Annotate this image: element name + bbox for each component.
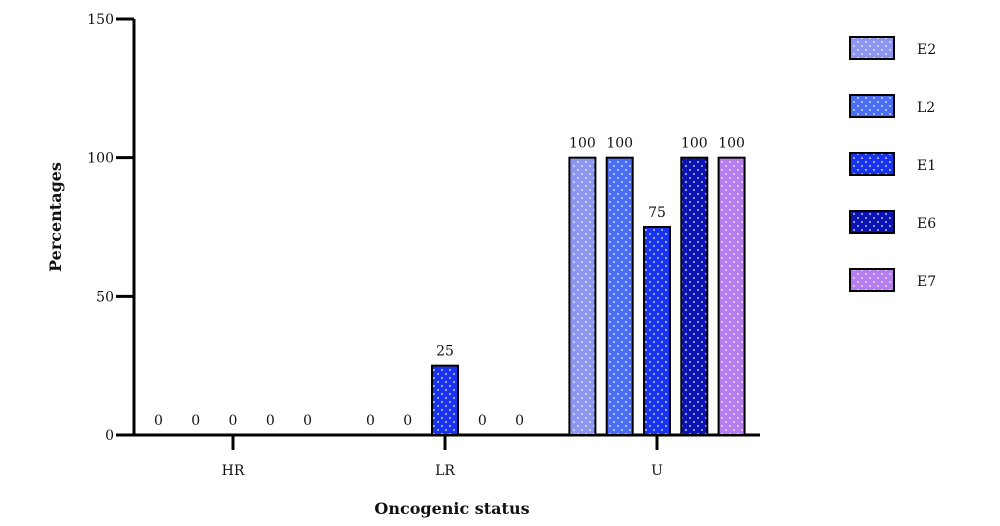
x-axis: HR LR U [134, 433, 760, 479]
legend-item-l2: L2 [849, 94, 935, 118]
y-tick-label: 100 [87, 151, 114, 167]
data-label: 0 [366, 413, 375, 429]
x-tick-label: U [651, 463, 663, 479]
legend-item-e6: E6 [849, 210, 936, 234]
data-label: 100 [681, 136, 708, 152]
legend-label: L2 [917, 100, 935, 116]
data-label: 0 [403, 413, 412, 429]
y-tick-label: 0 [105, 428, 114, 444]
data-label: 0 [478, 413, 487, 429]
bar-lr-e1 [431, 364, 459, 436]
legend: E2 L2 E1 E6 E7 [849, 36, 936, 292]
x-tick-label: LR [435, 463, 455, 479]
y-axis-title: Percentages [46, 162, 65, 272]
data-label: 0 [154, 413, 163, 429]
data-label: 100 [718, 136, 745, 152]
data-label: 100 [569, 136, 596, 152]
legend-label: E6 [917, 216, 936, 232]
x-axis-title: Oncogenic status [374, 499, 529, 518]
legend-item-e7: E7 [849, 268, 936, 292]
bar-u-e6 [680, 156, 709, 437]
y-tick-label: 50 [96, 289, 114, 305]
legend-swatch [849, 268, 895, 292]
bar-u-l2 [605, 156, 634, 437]
legend-item-e1: E1 [849, 152, 936, 176]
bar-u-e7 [717, 156, 746, 437]
legend-label: E7 [917, 274, 936, 290]
legend-swatch [849, 210, 895, 234]
legend-item-e2: E2 [849, 36, 936, 60]
data-label: 25 [436, 344, 454, 360]
data-label: 0 [266, 413, 275, 429]
data-label: 0 [191, 413, 200, 429]
y-tick-label: 150 [87, 12, 114, 28]
legend-label: E1 [917, 158, 936, 174]
x-tick-label: HR [222, 463, 245, 479]
data-label: 0 [303, 413, 312, 429]
legend-swatch [849, 152, 895, 176]
data-label: 100 [606, 136, 633, 152]
legend-label: E2 [917, 42, 936, 58]
bar-u-e2 [568, 156, 597, 437]
legend-swatch [849, 94, 895, 118]
y-axis: 0 50 100 150 [87, 12, 136, 444]
data-label: 75 [648, 205, 666, 221]
data-label: 0 [229, 413, 238, 429]
data-labels: 0 0 0 0 0 0 0 25 0 0 100 100 75 100 100 [154, 136, 745, 429]
bars [431, 156, 746, 437]
legend-swatch [849, 36, 895, 60]
bar-u-e1 [643, 226, 671, 436]
data-label: 0 [515, 413, 524, 429]
